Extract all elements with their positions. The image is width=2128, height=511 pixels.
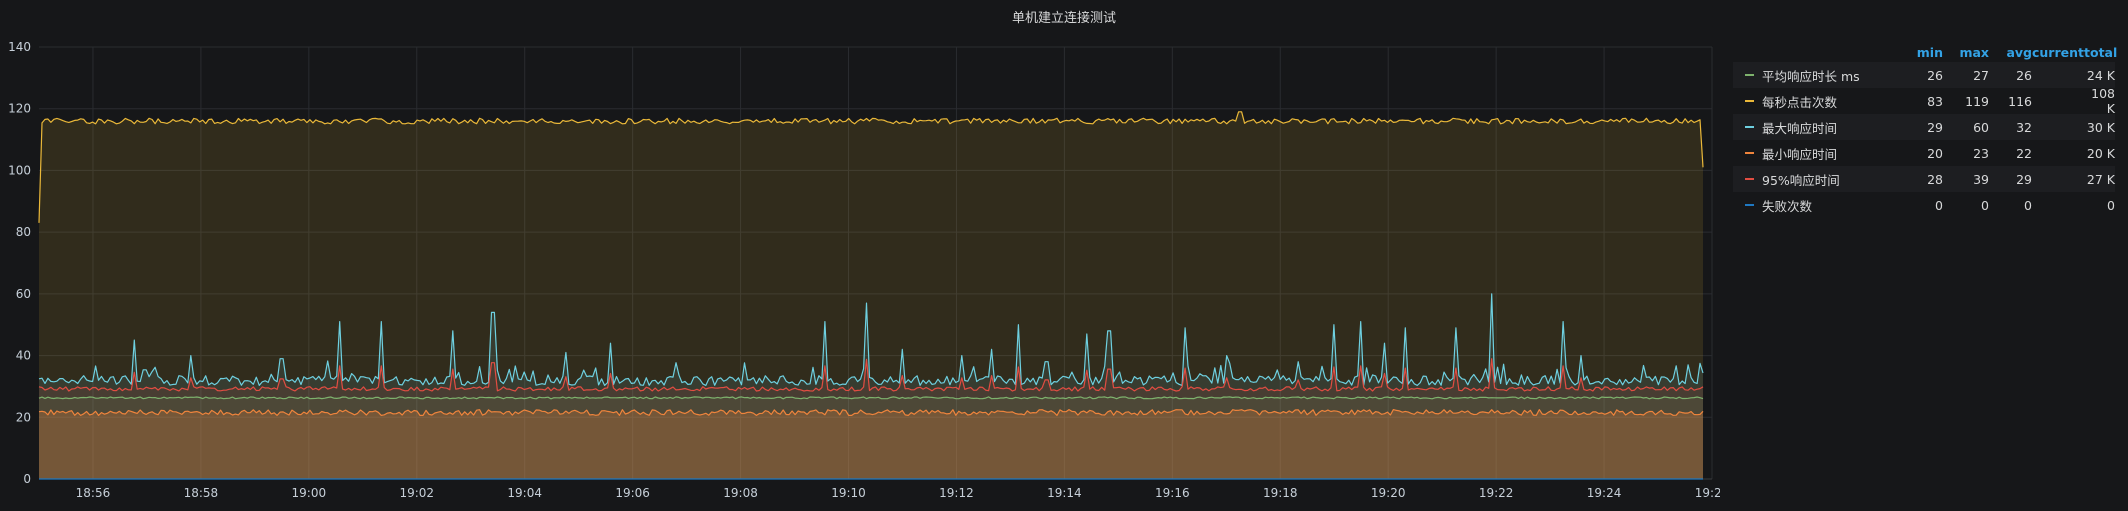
- legend-avg-value: 116: [2008, 93, 2032, 109]
- legend-avg-value: 29: [2016, 171, 2032, 187]
- x-tick-label: 19:22: [1479, 486, 1514, 500]
- legend-total-value: 27 K: [2086, 171, 2115, 187]
- legend-row[interactable]: 每秒点击次数 83 119 116 108 K: [1733, 86, 2115, 116]
- series-line-1[interactable]: [38, 111, 1704, 223]
- x-tick-label: 19:00: [292, 486, 327, 500]
- legend-total-value: 0: [2107, 197, 2115, 213]
- legend-swatch-icon[interactable]: [1745, 74, 1754, 76]
- legend-series-label: 最小响应时间: [1762, 146, 1838, 162]
- legend-series-label: 失败次数: [1762, 198, 1813, 214]
- series-area-0: [39, 396, 1703, 479]
- x-tick-label: 19:10: [831, 486, 866, 500]
- x-tick-label: 19:24: [1587, 486, 1622, 500]
- legend-table: min max avg current total 平均响应时长 ms 26 27 2…: [1733, 42, 2118, 218]
- y-tick-label: 40: [16, 349, 31, 363]
- y-tick-label: 80: [16, 225, 31, 239]
- x-tick-label: 19:16: [1155, 486, 1190, 500]
- legend-header-avg[interactable]: avg: [2006, 44, 2032, 60]
- legend-row[interactable]: 平均响应时长 ms 26 27 26 24 K: [1733, 62, 2115, 88]
- x-tick-label: 18:58: [184, 486, 219, 500]
- x-tick-label: 19:04: [507, 486, 542, 500]
- series-line-3[interactable]: [38, 409, 1704, 416]
- legend-max-value: 39: [1973, 171, 1989, 187]
- legend-series-label: 95%响应时间: [1762, 172, 1840, 188]
- legend-min-value: 83: [1927, 93, 1943, 109]
- legend-max-value: 23: [1973, 145, 1989, 161]
- legend-swatch-icon[interactable]: [1745, 152, 1754, 154]
- series-area-2: [39, 293, 1703, 479]
- legend-min-value: 20: [1927, 145, 1943, 161]
- legend-swatch-icon[interactable]: [1745, 100, 1754, 102]
- legend-min-value: 29: [1927, 119, 1943, 135]
- legend-rows: 平均响应时长 ms 26 27 26 24 K 每秒点击次数 83 119 116 108 K 最大…: [1733, 62, 2115, 218]
- legend-total-value: 30 K: [2086, 119, 2115, 135]
- legend-row[interactable]: 最大响应时间 29 60 32 30 K: [1733, 114, 2115, 140]
- legend-swatch-icon[interactable]: [1745, 126, 1754, 128]
- legend-max-value: 119: [1965, 93, 1989, 109]
- legend-avg-value: 0: [2024, 197, 2032, 213]
- legend-min-value: 28: [1927, 171, 1943, 187]
- series-line-2[interactable]: [38, 293, 1704, 387]
- panel-title[interactable]: 单机建立连接测试: [1011, 11, 1116, 26]
- legend-header-total[interactable]: total: [2084, 44, 2118, 60]
- series-line-4[interactable]: [38, 358, 1704, 392]
- legend-avg-value: 26: [2016, 67, 2032, 83]
- legend-swatch-icon[interactable]: [1745, 204, 1754, 206]
- legend-series-name[interactable]: 最大响应时间: [1733, 118, 1873, 137]
- legend-series-label: 平均响应时长 ms: [1762, 68, 1860, 84]
- legend-row[interactable]: 95%响应时间 28 39 29 27 K: [1733, 166, 2115, 192]
- y-tick-label: 20: [16, 410, 31, 424]
- y-tick-label: 100: [8, 163, 31, 177]
- legend-max-value: 60: [1973, 119, 1989, 135]
- legend-row[interactable]: 最小响应时间 20 23 22 20 K: [1733, 140, 2115, 166]
- legend-header: min max avg current total: [1733, 42, 2118, 62]
- legend-total-value: 108 K: [2091, 86, 2115, 116]
- legend-series-label: 每秒点击次数: [1762, 94, 1838, 110]
- legend-series-label: 最大响应时间: [1762, 120, 1838, 136]
- legend-avg-value: 32: [2016, 119, 2032, 135]
- legend-min-value: 26: [1927, 67, 1943, 83]
- legend-series-name[interactable]: 95%响应时间: [1733, 170, 1873, 189]
- legend-max-value: 27: [1973, 67, 1989, 83]
- legend-avg-value: 22: [2016, 145, 2032, 161]
- legend-total-value: 20 K: [2086, 145, 2115, 161]
- legend-row[interactable]: 失败次数 0 0 0 0: [1733, 192, 2115, 218]
- y-tick-label: 120: [8, 102, 31, 116]
- x-tick-label: 19:02: [399, 486, 434, 500]
- legend-total-value: 24 K: [2086, 67, 2115, 83]
- legend-min-value: 0: [1935, 197, 1943, 213]
- x-tick-label: 18:56: [76, 486, 111, 500]
- x-tick-label: 19:20: [1371, 486, 1406, 500]
- x-tick-label: 19:26: [1695, 486, 1720, 500]
- x-tick-label: 19:12: [939, 486, 974, 500]
- y-tick-label: 60: [16, 287, 31, 301]
- legend-series-name[interactable]: 失败次数: [1733, 196, 1873, 215]
- series-area-3: [39, 409, 1703, 479]
- legend-series-name[interactable]: 平均响应时长 ms: [1733, 66, 1873, 85]
- legend-header-current[interactable]: current: [2032, 44, 2084, 60]
- x-tick-label: 19:14: [1047, 486, 1082, 500]
- legend-max-value: 0: [1981, 197, 1989, 213]
- x-tick-label: 19:06: [615, 486, 650, 500]
- legend-header-max[interactable]: max: [1959, 44, 1989, 60]
- chart-plot-area[interactable]: 0 20 40 60 80 100 120 140 18:56 18:58 19:00 19:02 19…: [0, 0, 1720, 511]
- legend-swatch-icon[interactable]: [1745, 178, 1754, 180]
- y-tick-label: 0: [23, 472, 31, 486]
- x-tick-label: 19:18: [1263, 486, 1298, 500]
- y-tick-label: 140: [8, 40, 31, 54]
- series-line-0[interactable]: [38, 396, 1704, 400]
- legend-series-name[interactable]: 最小响应时间: [1733, 144, 1873, 163]
- legend-header-min[interactable]: min: [1916, 44, 1943, 60]
- legend-series-name[interactable]: 每秒点击次数: [1733, 92, 1873, 111]
- series-area-4: [39, 358, 1703, 479]
- x-tick-label: 19:08: [723, 486, 758, 500]
